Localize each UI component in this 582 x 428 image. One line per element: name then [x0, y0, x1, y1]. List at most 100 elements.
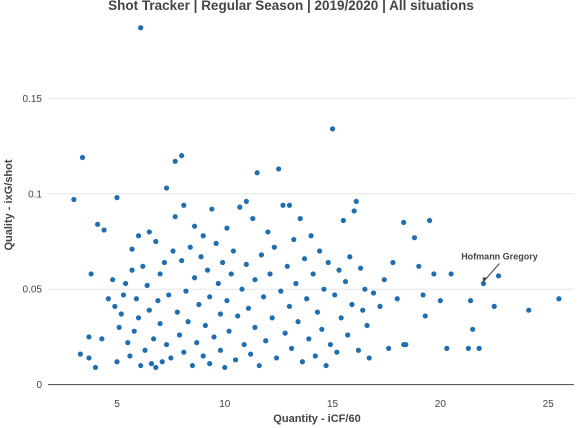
data-point[interactable] — [327, 341, 334, 348]
data-point[interactable] — [401, 219, 407, 226]
data-point[interactable] — [291, 236, 297, 243]
data-point[interactable] — [355, 347, 362, 353]
data-point[interactable] — [146, 307, 152, 313]
data-point[interactable] — [79, 154, 86, 161]
data-point[interactable] — [243, 261, 249, 267]
data-point[interactable] — [228, 271, 234, 277]
data-point[interactable] — [209, 206, 215, 212]
data-point[interactable] — [278, 288, 284, 294]
data-point[interactable] — [394, 296, 400, 302]
data-point[interactable] — [211, 334, 217, 340]
data-point[interactable] — [148, 361, 155, 367]
data-point[interactable] — [411, 235, 418, 241]
data-point[interactable] — [88, 271, 94, 277]
data-point[interactable] — [114, 359, 120, 365]
data-point[interactable] — [526, 307, 532, 313]
data-point[interactable] — [181, 349, 187, 355]
data-point[interactable] — [215, 280, 221, 287]
data-point[interactable] — [250, 215, 256, 222]
data-point[interactable] — [386, 345, 392, 351]
data-point[interactable] — [157, 320, 163, 327]
data-point[interactable] — [217, 311, 224, 317]
data-point[interactable] — [133, 296, 139, 302]
data-point[interactable] — [166, 292, 172, 298]
data-point[interactable] — [347, 254, 353, 260]
data-point[interactable] — [416, 263, 422, 269]
data-point[interactable] — [269, 315, 275, 321]
data-point[interactable] — [172, 214, 178, 220]
data-point[interactable] — [155, 298, 161, 304]
data-point[interactable] — [437, 298, 443, 304]
data-point[interactable] — [174, 309, 180, 315]
data-point[interactable] — [118, 311, 124, 317]
data-point[interactable] — [140, 263, 146, 269]
data-point[interactable] — [194, 340, 200, 346]
data-point[interactable] — [129, 246, 135, 252]
data-point[interactable] — [332, 292, 338, 298]
data-point[interactable] — [168, 355, 174, 361]
data-point[interactable] — [170, 248, 176, 254]
data-point[interactable] — [295, 319, 301, 325]
data-point[interactable] — [237, 204, 243, 210]
data-point[interactable] — [114, 194, 120, 201]
data-point[interactable] — [325, 259, 331, 266]
data-point[interactable] — [138, 362, 144, 369]
data-point[interactable] — [338, 315, 344, 321]
data-point[interactable] — [144, 282, 150, 288]
data-point[interactable] — [213, 240, 219, 247]
data-point[interactable] — [377, 303, 383, 309]
data-point[interactable] — [306, 336, 312, 342]
data-point[interactable] — [226, 328, 232, 334]
data-point[interactable] — [271, 244, 277, 250]
data-point[interactable] — [135, 233, 142, 239]
data-point[interactable] — [101, 227, 107, 233]
data-point[interactable] — [112, 303, 118, 309]
data-point[interactable] — [403, 341, 409, 348]
data-point[interactable] — [258, 252, 265, 258]
data-point[interactable] — [321, 286, 327, 292]
data-point[interactable] — [142, 347, 148, 353]
data-point[interactable] — [304, 296, 310, 302]
data-point[interactable] — [105, 296, 111, 302]
data-point[interactable] — [360, 307, 366, 313]
data-point[interactable] — [282, 330, 288, 336]
data-point[interactable] — [159, 359, 165, 365]
data-point[interactable] — [495, 273, 502, 279]
data-point[interactable] — [340, 217, 346, 224]
data-point[interactable] — [364, 322, 370, 329]
data-point[interactable] — [390, 259, 396, 266]
data-point[interactable] — [276, 166, 282, 172]
data-point[interactable] — [252, 277, 258, 283]
data-point[interactable] — [116, 324, 122, 330]
data-point[interactable] — [252, 324, 258, 330]
data-point[interactable] — [357, 265, 364, 271]
data-point[interactable] — [224, 225, 230, 231]
data-point[interactable] — [125, 340, 131, 346]
data-point[interactable] — [334, 349, 340, 355]
data-point[interactable] — [465, 345, 471, 351]
data-point[interactable] — [241, 341, 247, 348]
data-point[interactable] — [224, 298, 230, 304]
data-point[interactable] — [308, 233, 314, 239]
data-point[interactable] — [232, 357, 239, 363]
data-point[interactable] — [480, 280, 487, 287]
data-point[interactable] — [189, 362, 196, 369]
data-point[interactable] — [370, 290, 377, 296]
data-point[interactable] — [71, 196, 77, 203]
data-point[interactable] — [263, 338, 269, 344]
data-point[interactable] — [243, 198, 249, 205]
data-point[interactable] — [176, 332, 183, 338]
data-point[interactable] — [163, 185, 170, 191]
data-point[interactable] — [183, 288, 189, 294]
data-point[interactable] — [157, 271, 163, 277]
data-point[interactable] — [120, 292, 127, 298]
data-point[interactable] — [284, 263, 290, 269]
data-point[interactable] — [163, 341, 170, 348]
data-point[interactable] — [301, 256, 308, 262]
data-point[interactable] — [86, 334, 92, 340]
data-point[interactable] — [267, 271, 273, 277]
data-point[interactable] — [293, 280, 299, 287]
data-point[interactable] — [131, 328, 137, 334]
data-point[interactable] — [556, 296, 562, 302]
data-point[interactable] — [185, 319, 191, 325]
